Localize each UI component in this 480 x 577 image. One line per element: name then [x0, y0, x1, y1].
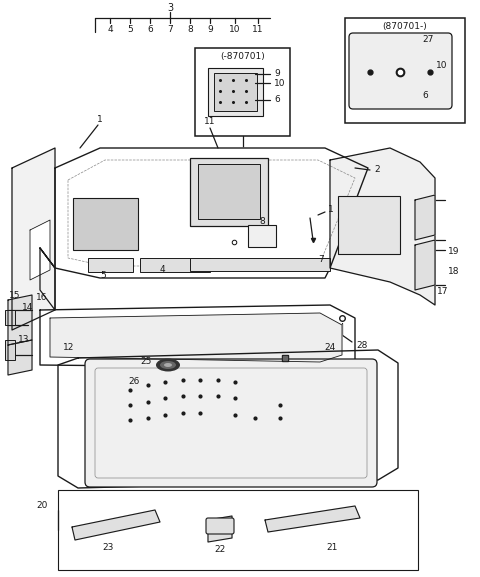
- Text: 23: 23: [102, 544, 114, 553]
- Text: 21: 21: [326, 544, 338, 553]
- Polygon shape: [40, 248, 55, 310]
- FancyBboxPatch shape: [85, 359, 377, 487]
- Polygon shape: [30, 220, 50, 280]
- Text: 8: 8: [259, 218, 265, 227]
- Text: 7: 7: [167, 25, 173, 35]
- Bar: [214, 73, 257, 111]
- Text: 6: 6: [274, 96, 280, 104]
- Polygon shape: [72, 510, 160, 540]
- Text: 26: 26: [129, 377, 140, 387]
- Text: 11: 11: [252, 25, 264, 35]
- Bar: [5, 340, 15, 360]
- Text: 4: 4: [159, 265, 165, 275]
- Text: 16: 16: [36, 294, 48, 302]
- Bar: [5, 310, 15, 325]
- Bar: [198, 164, 260, 219]
- Text: 18: 18: [448, 268, 460, 276]
- Polygon shape: [265, 506, 360, 532]
- FancyBboxPatch shape: [349, 33, 452, 109]
- Polygon shape: [208, 516, 232, 542]
- Ellipse shape: [160, 361, 176, 369]
- Ellipse shape: [164, 363, 172, 367]
- Text: 25: 25: [141, 358, 152, 366]
- Bar: [73, 198, 138, 250]
- Text: 11: 11: [204, 118, 216, 126]
- Polygon shape: [40, 305, 355, 368]
- Text: 10: 10: [229, 25, 241, 35]
- Bar: [208, 68, 263, 116]
- Polygon shape: [58, 350, 398, 488]
- Bar: [140, 258, 210, 272]
- Text: 19: 19: [448, 248, 460, 257]
- Text: 20: 20: [36, 500, 48, 509]
- Text: 27: 27: [422, 36, 433, 44]
- Polygon shape: [55, 148, 368, 278]
- FancyBboxPatch shape: [206, 518, 234, 534]
- Polygon shape: [415, 195, 435, 240]
- Text: 12: 12: [62, 343, 74, 353]
- Bar: [345, 18, 465, 123]
- Polygon shape: [330, 148, 435, 305]
- Polygon shape: [8, 340, 32, 375]
- Text: 1: 1: [328, 205, 334, 215]
- Text: 9: 9: [274, 69, 280, 78]
- Bar: [190, 158, 268, 226]
- Text: 7: 7: [318, 254, 324, 264]
- Text: 3: 3: [167, 3, 173, 13]
- Text: 22: 22: [215, 545, 226, 554]
- Text: 10: 10: [274, 78, 286, 88]
- Text: 9: 9: [207, 25, 213, 35]
- Text: 1: 1: [97, 115, 103, 125]
- Text: 5: 5: [100, 271, 106, 279]
- Text: 13: 13: [18, 335, 30, 344]
- Bar: [190, 258, 330, 271]
- Polygon shape: [8, 295, 32, 345]
- Polygon shape: [50, 313, 342, 362]
- Bar: [338, 196, 400, 254]
- Text: (-870701): (-870701): [221, 51, 265, 61]
- Text: 5: 5: [127, 25, 133, 35]
- Text: 14: 14: [22, 304, 34, 313]
- Text: 8: 8: [187, 25, 193, 35]
- Text: (870701-): (870701-): [383, 21, 427, 31]
- Bar: [195, 48, 290, 136]
- Text: 17: 17: [437, 287, 449, 297]
- Polygon shape: [415, 240, 435, 290]
- Text: 2: 2: [374, 164, 380, 174]
- Text: 6: 6: [422, 91, 428, 99]
- Bar: [58, 490, 418, 570]
- Text: 4: 4: [107, 25, 113, 35]
- Text: 10: 10: [436, 61, 447, 69]
- Text: 24: 24: [324, 343, 335, 353]
- Bar: [248, 225, 276, 247]
- Text: 28: 28: [356, 340, 367, 350]
- Bar: [88, 258, 133, 272]
- Text: 6: 6: [147, 25, 153, 35]
- Polygon shape: [12, 148, 55, 330]
- Text: 15: 15: [9, 290, 21, 299]
- Ellipse shape: [156, 358, 180, 372]
